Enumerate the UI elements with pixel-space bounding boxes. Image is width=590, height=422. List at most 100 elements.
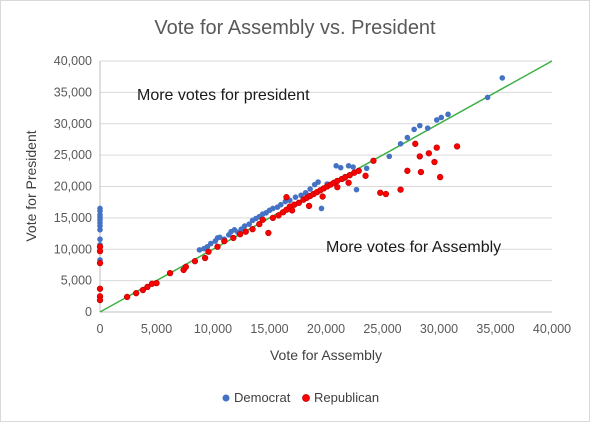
republican-point bbox=[205, 248, 212, 255]
y-tick-label: 15,000 bbox=[54, 211, 92, 225]
republican-point bbox=[431, 158, 438, 166]
democrat-point bbox=[246, 221, 252, 227]
legend-label-democrat: Democrat bbox=[234, 390, 291, 405]
democrat-point bbox=[438, 114, 445, 121]
democrat-point bbox=[292, 194, 299, 200]
republican-point bbox=[221, 237, 228, 245]
x-tick-label: 15,000 bbox=[250, 322, 288, 336]
democrat-point bbox=[278, 201, 284, 208]
democrat-point bbox=[307, 186, 313, 192]
x-tick-label: 30,000 bbox=[420, 322, 458, 336]
republican-point bbox=[236, 231, 244, 238]
republican-point bbox=[144, 283, 151, 291]
republican-point bbox=[345, 179, 352, 186]
x-tick-label: 40,000 bbox=[533, 322, 571, 336]
republican-point bbox=[397, 186, 404, 193]
republican-point bbox=[259, 216, 266, 223]
axes bbox=[99, 61, 552, 313]
y-tick-label: 5,000 bbox=[61, 274, 92, 288]
grid-lines bbox=[100, 60, 552, 282]
y-tick-label: 0 bbox=[85, 305, 92, 319]
democrat-point bbox=[318, 205, 325, 212]
democrat-point bbox=[397, 141, 404, 147]
republican-point bbox=[242, 228, 249, 235]
x-tick-label: 0 bbox=[97, 322, 104, 336]
democrat-point bbox=[424, 125, 431, 131]
republican-point bbox=[214, 243, 221, 250]
democrat-point bbox=[333, 162, 339, 169]
republican-point bbox=[362, 172, 369, 179]
republican-point bbox=[412, 140, 419, 147]
republican-point bbox=[417, 168, 425, 176]
republican-point bbox=[96, 259, 104, 267]
republican-point bbox=[305, 202, 313, 210]
republican-point bbox=[230, 234, 237, 242]
republican-point bbox=[166, 269, 174, 277]
democrat-point bbox=[499, 75, 506, 81]
republican-point bbox=[133, 290, 140, 297]
democrat-point bbox=[433, 117, 440, 123]
y-tick-label: 10,000 bbox=[54, 242, 92, 256]
x-tick-label: 20,000 bbox=[307, 322, 345, 336]
democrat-point bbox=[386, 153, 393, 160]
annotation-more-assembly: More votes for Assembly bbox=[326, 239, 501, 256]
republican-point bbox=[334, 183, 341, 191]
legend-marker-republican bbox=[302, 394, 310, 402]
democrat-point bbox=[350, 164, 356, 170]
democrat-point bbox=[484, 94, 491, 101]
democrat-point bbox=[241, 223, 248, 229]
x-axis-label: Vote for Assembly bbox=[270, 347, 382, 363]
republican-point bbox=[249, 226, 256, 233]
republican-point bbox=[123, 293, 131, 301]
republican-point bbox=[269, 214, 277, 222]
republican-point bbox=[425, 150, 432, 157]
democrat-point bbox=[445, 111, 451, 118]
republican-point bbox=[96, 296, 104, 304]
legend-label-republican: Republican bbox=[314, 390, 379, 405]
republican-point bbox=[153, 279, 160, 287]
republican-point bbox=[139, 286, 147, 294]
republican-point bbox=[283, 194, 290, 201]
y-tick-label: 30,000 bbox=[54, 117, 92, 131]
democrat-point bbox=[363, 165, 370, 172]
republican-point bbox=[453, 143, 461, 150]
democrat-point bbox=[416, 122, 423, 129]
republican-point bbox=[288, 207, 296, 214]
republican-point bbox=[182, 263, 190, 270]
republican-point bbox=[295, 199, 303, 206]
republican-point bbox=[319, 193, 326, 200]
republican-point bbox=[201, 254, 209, 262]
democrat-point bbox=[270, 205, 276, 212]
democrat-point bbox=[196, 247, 203, 253]
y-axis-label: Vote for President bbox=[23, 130, 39, 241]
data-points bbox=[96, 75, 506, 304]
republican-point bbox=[377, 189, 384, 196]
x-tick-label: 5,000 bbox=[141, 322, 172, 336]
legend-marker-democrat bbox=[222, 394, 230, 402]
democrat-point bbox=[337, 164, 344, 171]
democrat-point bbox=[216, 234, 223, 241]
legend: Democrat Republican bbox=[222, 390, 379, 405]
x-tick-label: 35,000 bbox=[476, 322, 514, 336]
republican-point bbox=[433, 144, 440, 151]
republican-point bbox=[191, 258, 199, 265]
republican-point bbox=[404, 167, 411, 174]
democrat-point bbox=[207, 240, 214, 247]
democrat-point bbox=[97, 226, 103, 233]
y-tick-label: 35,000 bbox=[54, 85, 92, 99]
democrat-point bbox=[345, 162, 352, 169]
republican-point bbox=[275, 212, 282, 219]
republican-point bbox=[96, 285, 104, 292]
republican-point bbox=[370, 157, 377, 164]
democrat-point bbox=[411, 126, 417, 133]
x-tick-label: 10,000 bbox=[194, 322, 232, 336]
republican-point bbox=[96, 247, 104, 255]
republican-point bbox=[416, 153, 423, 160]
republican-point bbox=[265, 229, 272, 237]
y-tick-label: 40,000 bbox=[54, 54, 92, 68]
y-tick-label: 20,000 bbox=[54, 180, 92, 194]
y-tick-label: 25,000 bbox=[54, 148, 92, 162]
x-tick-label: 25,000 bbox=[363, 322, 401, 336]
annotation-more-president: More votes for president bbox=[137, 87, 310, 104]
